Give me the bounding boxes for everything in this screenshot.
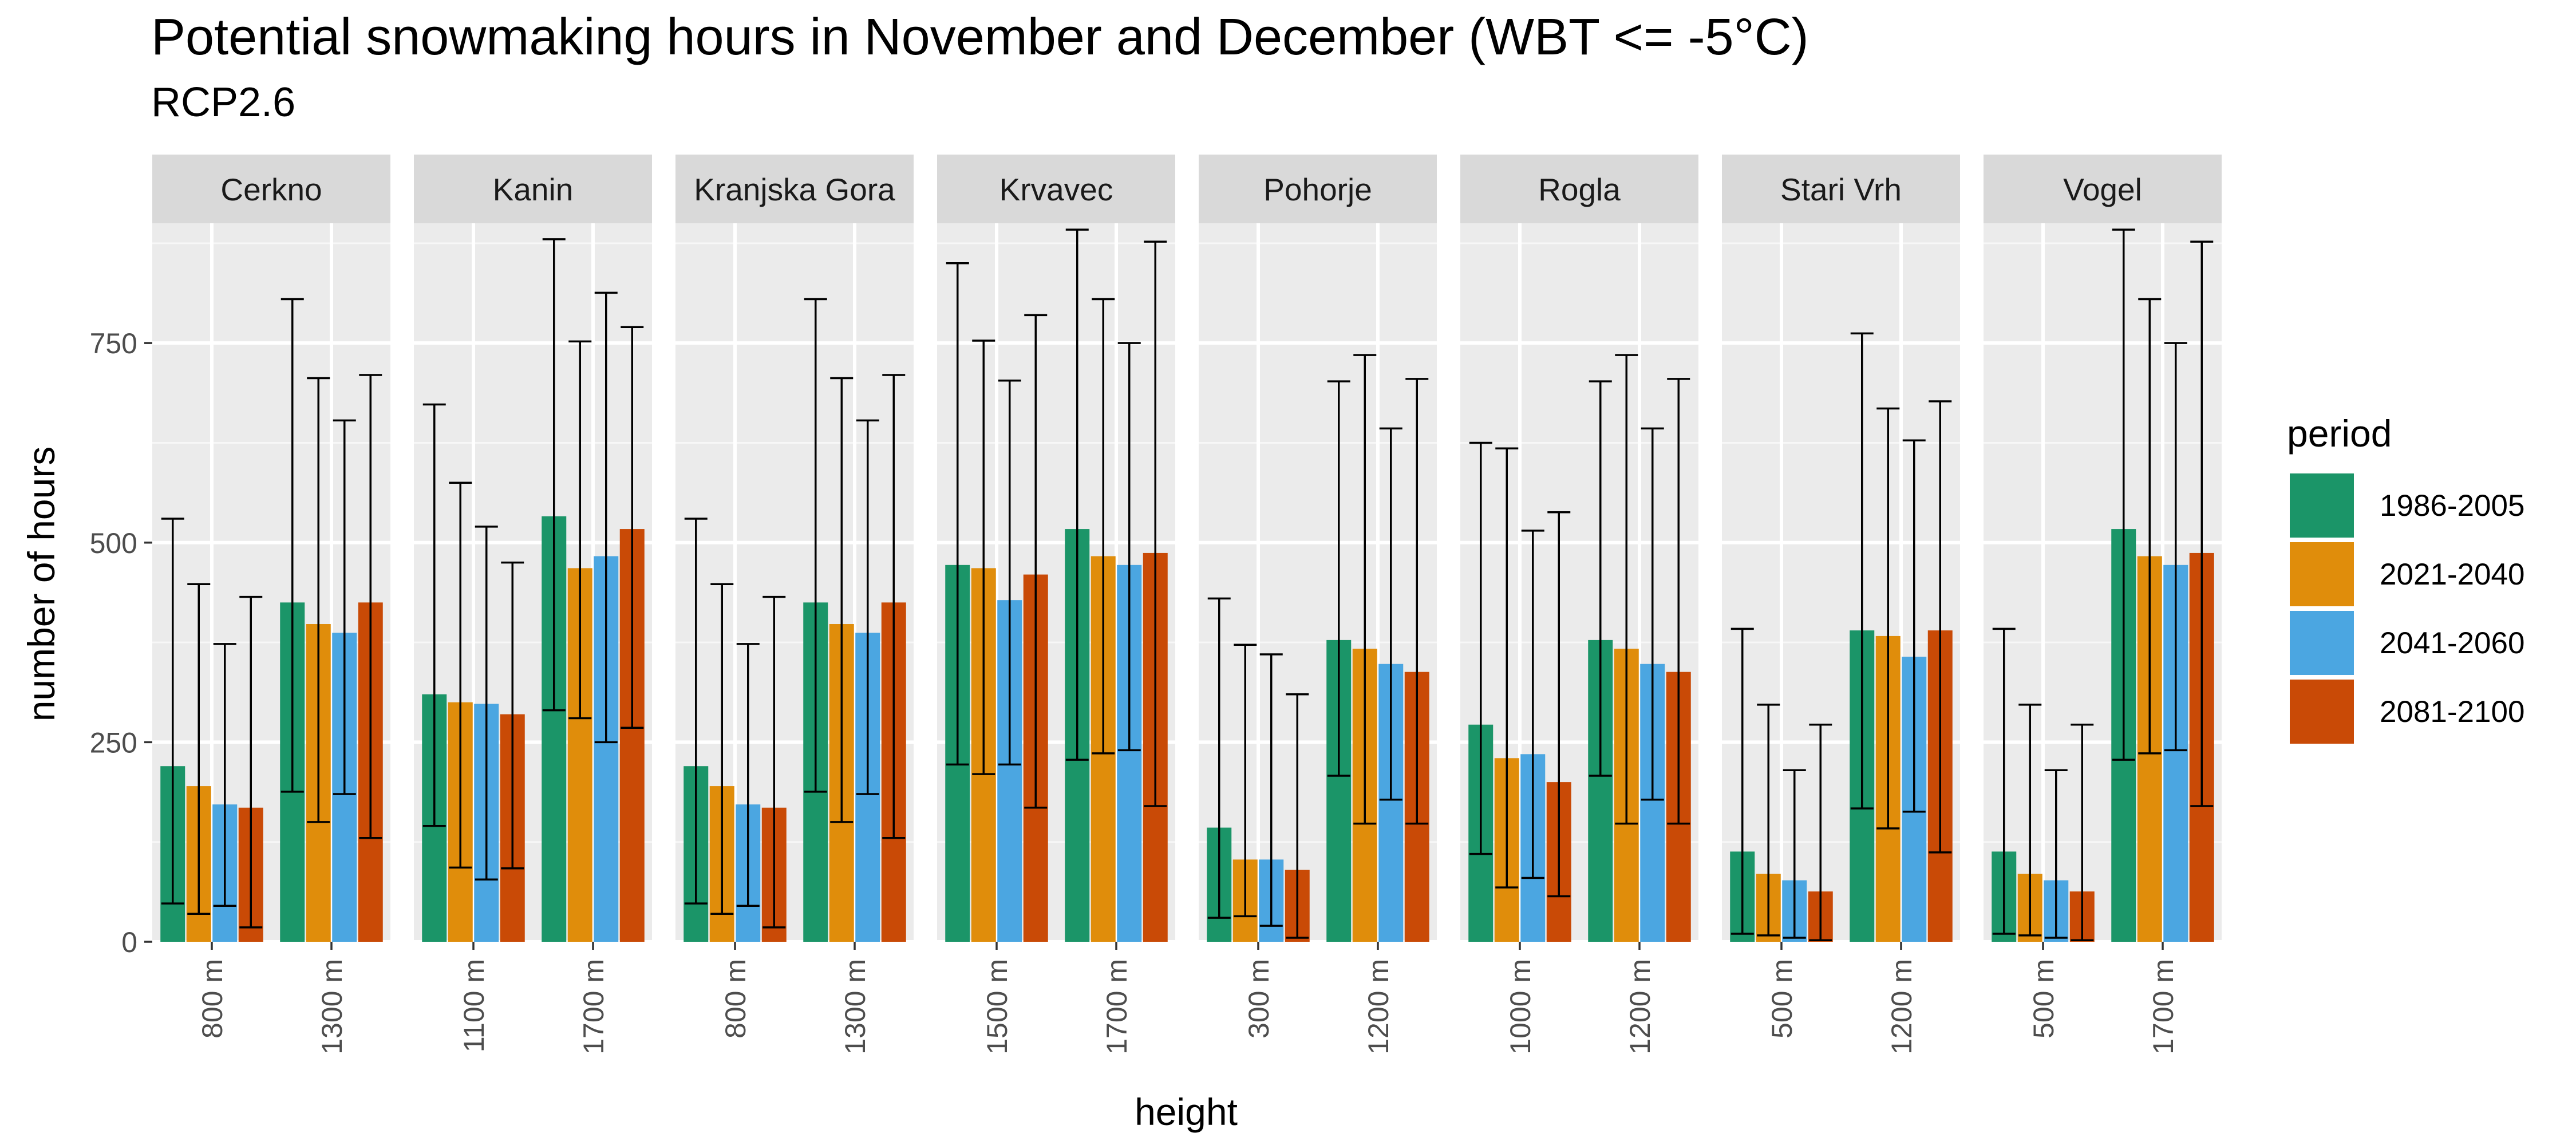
facet-label: Stari Vrh xyxy=(1780,172,1902,207)
x-tick-label: 500 m xyxy=(1766,959,1798,1039)
chart-title: Potential snowmaking hours in November a… xyxy=(151,9,1809,66)
x-tick-label: 1000 m xyxy=(1504,959,1536,1055)
legend-swatch xyxy=(2290,611,2354,675)
facet-strip xyxy=(414,155,652,223)
legend-label: 2021-2040 xyxy=(2380,558,2524,591)
facet-label: Kranjska Gora xyxy=(694,172,895,207)
x-tick-label: 1500 m xyxy=(981,959,1013,1055)
facet-label: Vogel xyxy=(2063,172,2142,207)
facet-strip xyxy=(1722,155,1960,223)
facet-label: Cerkno xyxy=(220,172,322,207)
facet-label: Pohorje xyxy=(1263,172,1372,207)
facet-strip xyxy=(1460,155,1698,223)
x-tick-label: 300 m xyxy=(1243,959,1275,1039)
x-tick-label: 800 m xyxy=(720,959,752,1039)
x-tick-label: 1700 m xyxy=(2147,959,2179,1055)
y-tick-label: 250 xyxy=(90,727,137,759)
legend-swatch xyxy=(2290,680,2354,744)
facet-label: Kanin xyxy=(493,172,574,207)
facet-label: Rogla xyxy=(1538,172,1621,207)
x-tick-label: 1300 m xyxy=(316,959,348,1055)
x-tick-label: 1700 m xyxy=(1101,959,1133,1055)
legend-swatch xyxy=(2290,542,2354,606)
legend-title: period xyxy=(2287,412,2392,455)
facet-strip xyxy=(152,155,390,223)
x-axis-title: height xyxy=(1135,1091,1238,1133)
x-tick-label: 500 m xyxy=(2028,959,2060,1039)
x-tick-label: 1100 m xyxy=(458,959,490,1052)
x-tick-label: 1300 m xyxy=(839,959,871,1055)
y-tick-label: 500 xyxy=(90,527,137,559)
x-tick-label: 1200 m xyxy=(1886,959,1918,1055)
facet-strip xyxy=(937,155,1175,223)
legend-swatch xyxy=(2290,473,2354,538)
x-tick-label: 1700 m xyxy=(578,959,610,1055)
chart-subtitle: RCP2.6 xyxy=(151,80,296,125)
facet-strip xyxy=(1199,155,1437,223)
legend-label: 2081-2100 xyxy=(2380,695,2524,729)
facet-label: Krvavec xyxy=(999,172,1113,207)
x-tick-label: 800 m xyxy=(196,959,228,1039)
legend-label: 1986-2005 xyxy=(2380,489,2524,523)
x-tick-label: 1200 m xyxy=(1624,959,1656,1055)
y-tick-label: 750 xyxy=(90,327,137,360)
x-tick-label: 1200 m xyxy=(1362,959,1394,1055)
facet-strip xyxy=(675,155,914,223)
y-axis-title: number of hours xyxy=(20,447,62,722)
legend-label: 2041-2060 xyxy=(2380,626,2524,660)
y-tick-label: 0 xyxy=(121,926,137,958)
facet-strip xyxy=(1984,155,2222,223)
